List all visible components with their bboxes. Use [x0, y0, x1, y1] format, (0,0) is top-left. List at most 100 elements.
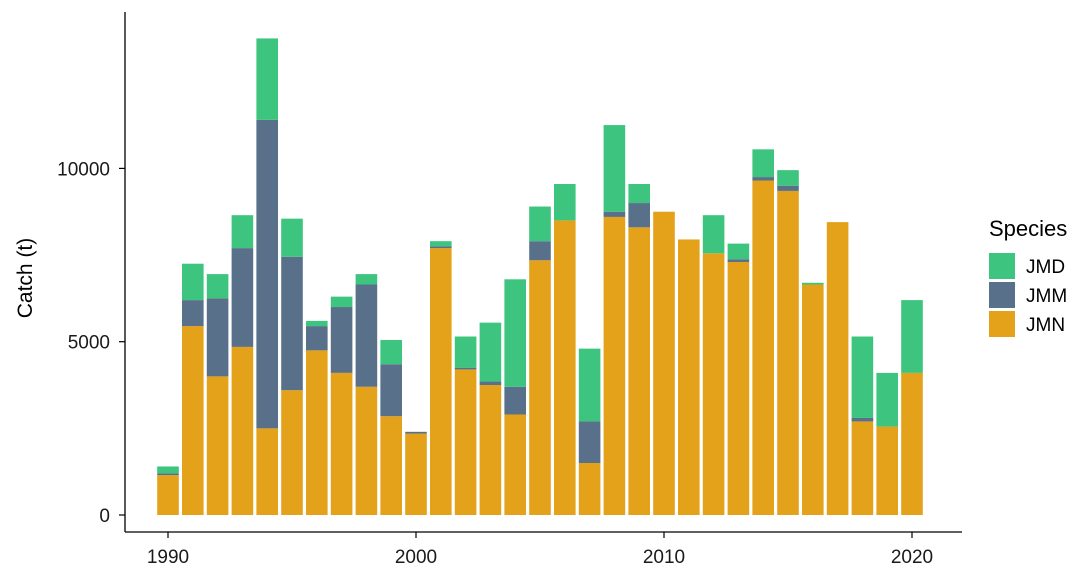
bar-jmn-1992: [206, 376, 229, 515]
y-tick-label: 10000: [57, 159, 110, 180]
bar-jmd-1997: [330, 296, 353, 308]
bar-jmn-2017: [826, 222, 849, 515]
bar-jmn-2014: [752, 180, 774, 515]
bars-group: [157, 38, 923, 516]
bar-jmm-1998: [355, 284, 378, 387]
bar-jmm-1994: [256, 119, 278, 429]
bar-jmn-2013: [727, 261, 750, 515]
bar-jmd-1999: [380, 339, 402, 365]
bar-jmm-2005: [529, 241, 551, 261]
legend-label-jmd: JMD: [1026, 257, 1065, 278]
bar-jmn-1991: [182, 326, 204, 515]
bar-jmd-2008: [603, 125, 626, 212]
y-tick-label: 0: [99, 506, 110, 527]
x-tick-label: 2000: [395, 547, 437, 568]
bar-jmd-2005: [529, 206, 551, 242]
bar-jmn-2005: [529, 260, 551, 515]
bar-jmm-2003: [479, 381, 502, 386]
bar-jmd-1993: [231, 215, 254, 249]
bar-jmn-1993: [231, 346, 254, 515]
bar-jmn-2008: [603, 216, 626, 516]
bar-jmm-2007: [578, 421, 601, 464]
bar-jmm-2000: [405, 431, 427, 434]
bar-jmm-1996: [306, 326, 328, 351]
bar-jmn-2006: [554, 220, 576, 515]
bar-jmn-1994: [256, 428, 278, 515]
bar-jmm-2013: [727, 259, 750, 262]
y-axis-title: Catch (t): [14, 238, 37, 319]
bar-jmn-2018: [851, 421, 874, 515]
bar-jmn-1996: [306, 350, 328, 515]
bar-jmd-2013: [727, 243, 750, 260]
bar-jmm-1993: [231, 248, 254, 347]
bar-jmd-2015: [777, 170, 799, 186]
bar-jmn-2016: [802, 284, 824, 515]
bar-jmn-2019: [876, 426, 898, 515]
bar-jmn-2003: [479, 385, 502, 515]
bar-jmm-1997: [330, 307, 353, 373]
x-tick-label: 1990: [147, 547, 189, 568]
legend-key-jmn: [989, 311, 1015, 337]
bar-jmn-2000: [405, 433, 427, 515]
bar-jmn-2012: [702, 253, 725, 515]
bar-jmn-2011: [678, 239, 700, 515]
bar-jmd-2007: [578, 348, 601, 422]
bar-jmd-2009: [628, 184, 650, 204]
bar-jmn-2002: [454, 369, 477, 515]
bar-jmd-2019: [876, 372, 898, 427]
bar-jmm-1992: [206, 298, 229, 377]
bar-jmm-2002: [454, 367, 477, 370]
bar-jmd-1990: [157, 466, 179, 474]
bar-jmm-1990: [157, 473, 179, 476]
bar-jmm-2014: [752, 177, 774, 181]
legend-label-jmn: JMN: [1026, 315, 1065, 336]
legend-label-jmm: JMM: [1026, 286, 1067, 307]
bar-jmn-1999: [380, 416, 402, 515]
bar-jmd-2012: [702, 215, 725, 254]
bar-jmm-1999: [380, 364, 402, 417]
bar-jmm-2004: [504, 386, 526, 415]
bar-jmd-2001: [430, 241, 452, 247]
bar-jmn-2010: [653, 211, 675, 515]
x-tick-label: 2020: [891, 547, 933, 568]
bar-jmd-2018: [851, 336, 874, 418]
bar-jmn-2020: [901, 372, 923, 515]
x-ticks-group: 1990 2000 2010 2020: [147, 532, 933, 568]
bar-jmn-1998: [355, 386, 378, 515]
bar-jmn-1995: [281, 390, 303, 515]
bar-jmn-2007: [578, 463, 601, 515]
legend-key-jmm: [989, 282, 1015, 308]
bar-jmm-2008: [603, 211, 626, 217]
bar-jmm-2001: [430, 246, 452, 249]
bar-jmm-2015: [777, 185, 799, 191]
bar-jmd-1994: [256, 38, 278, 120]
bar-jmd-1995: [281, 218, 303, 257]
bar-jmm-1991: [182, 300, 204, 327]
bar-jmd-2006: [554, 184, 576, 221]
bar-jmn-1990: [157, 475, 179, 515]
bar-jmd-1998: [355, 274, 378, 285]
bar-jmn-2015: [777, 190, 799, 515]
legend-title: Species: [989, 216, 1067, 241]
y-ticks-group: 0 5000 10000: [57, 159, 125, 527]
bar-jmm-2009: [628, 203, 650, 228]
bar-jmd-2002: [454, 336, 477, 368]
bar-jmd-1996: [306, 320, 328, 327]
bar-jmd-2020: [901, 300, 923, 373]
bar-jmd-2014: [752, 149, 774, 178]
legend: Species JMD JMM JMN: [989, 216, 1067, 337]
bar-jmn-1997: [330, 372, 353, 515]
bar-jmd-2004: [504, 279, 526, 387]
bar-jmn-2009: [628, 227, 650, 515]
bar-jmn-2001: [430, 248, 452, 515]
bar-jmm-2018: [851, 417, 874, 422]
bar-jmd-2016: [802, 282, 824, 285]
legend-key-jmd: [989, 253, 1015, 279]
bar-jmd-2003: [479, 322, 502, 382]
bar-jmn-2004: [504, 414, 526, 515]
bar-jmd-1992: [206, 274, 229, 299]
x-tick-label: 2010: [643, 547, 685, 568]
y-tick-label: 5000: [68, 333, 110, 354]
bar-jmm-1995: [281, 256, 303, 391]
